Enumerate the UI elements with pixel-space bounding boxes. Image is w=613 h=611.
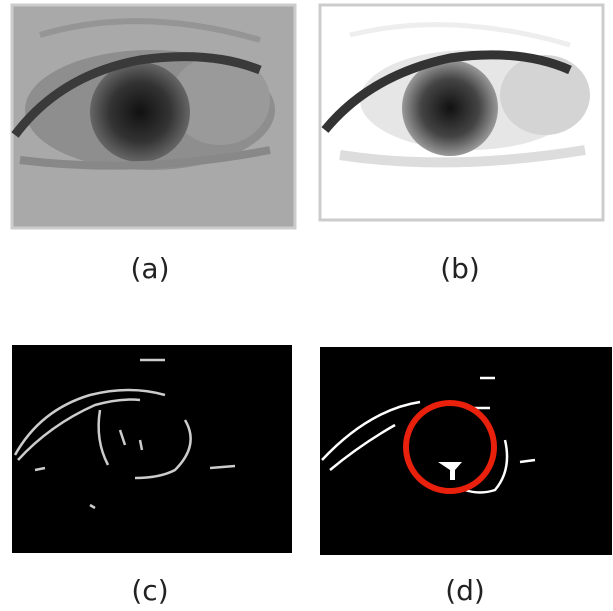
panel-b-image [320,5,603,220]
panel-label: (d) [445,574,485,607]
panel-a-image [12,5,295,228]
figure: (a) (b) (c) (d) [0,0,613,611]
panel-label: (c) [131,574,168,607]
panel-c-image [12,345,292,553]
panel-label: (a) [130,252,169,285]
panel-label: (b) [440,252,480,285]
page: (a) (b) (c) (d) (() => { [0,0,613,611]
panel-d-image [320,347,612,555]
